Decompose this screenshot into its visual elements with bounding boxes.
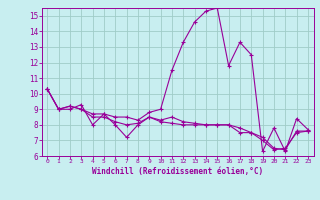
X-axis label: Windchill (Refroidissement éolien,°C): Windchill (Refroidissement éolien,°C) [92,167,263,176]
